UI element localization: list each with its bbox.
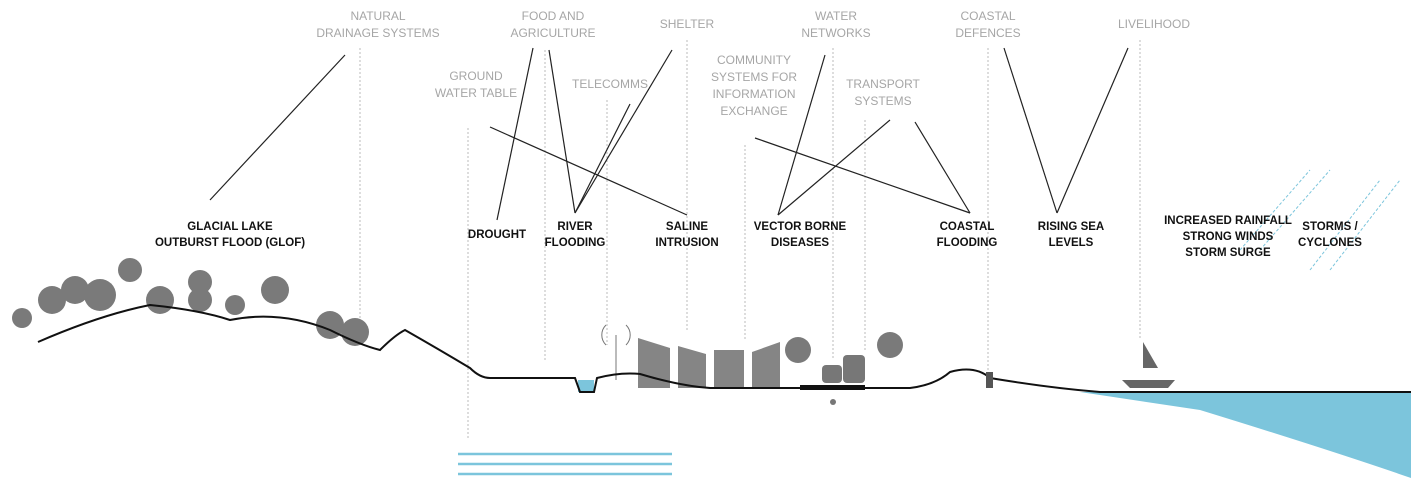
trees [12,258,903,363]
hazard-label: VECTOR BORNE DISEASES [754,221,847,249]
system-label: FOOD AND AGRICULTURE [510,9,595,40]
system-label: SHELTER [660,17,715,31]
system-label-line: DRAINAGE SYSTEMS [316,26,439,40]
dotted-guides [359,40,1141,440]
system-label: COASTAL DEFENCES [955,9,1020,40]
vehicles [800,355,865,405]
system-label-line: WATER [815,9,857,23]
system-label: TELECOMMS [572,77,648,91]
system-label: GROUND WATER TABLE [435,69,517,100]
hazard-label-line: GLACIAL LAKE [187,221,273,233]
hazard-label: INCREASED RAINFALL STRONG WINDS STORM SURG… [1164,215,1292,259]
hazard-label-line: RIVER [557,221,593,233]
hazard-label-line: OUTBURST FLOOD (GLOF) [155,237,305,249]
system-label-line: NATURAL [350,9,405,23]
system-label-line: AGRICULTURE [510,26,595,40]
hazard-label: SALINE INTRUSION [655,221,718,249]
hazard-label-line: STORMS / [1302,221,1358,233]
hazard-label: STORMS / CYCLONES [1298,221,1362,249]
system-label-line: TRANSPORT [846,77,920,91]
system-label-line: WATER TABLE [435,86,517,100]
system-label-line: NETWORKS [801,26,870,40]
system-label-line: DEFENCES [955,26,1020,40]
hazard-label-line: STRONG WINDS [1183,231,1274,243]
hazard-label-line: STORM SURGE [1185,247,1271,259]
hazard-label-line: COASTAL [940,221,995,233]
system-label: NATURAL DRAINAGE SYSTEMS [316,9,439,40]
buildings [638,338,780,388]
water [458,380,1411,478]
system-label: WATER NETWORKS [801,9,870,40]
system-label-line: COASTAL [960,9,1015,23]
hazard-label: GLACIAL LAKE OUTBURST FLOOD (GLOF) [155,221,305,249]
system-label: LIVELIHOOD [1118,17,1190,31]
hazard-label-line: INTRUSION [655,237,718,249]
hazard-label: DROUGHT [468,229,526,241]
terrain [37,303,1411,393]
hazard-label-line: CYCLONES [1298,237,1362,249]
system-label-line: FOOD AND [522,9,585,23]
telecom-mast [601,324,631,380]
hazard-label: COASTAL FLOODING [937,221,998,249]
system-label-line: INFORMATION [712,87,795,101]
hazard-label: RIVER FLOODING [545,221,606,249]
boat [1122,342,1175,388]
hazard-label-line: INCREASED RAINFALL [1164,215,1292,227]
hazard-label-line: RISING SEA [1038,221,1104,233]
hazard-label-line: DROUGHT [468,229,526,241]
system-label-line: GROUND [449,69,503,83]
hazard-label: RISING SEA LEVELS [1038,221,1104,249]
system-label-line: TELECOMMS [572,77,648,91]
sea-wall [986,372,993,388]
system-label-line: SYSTEMS FOR [711,70,797,84]
hazard-label-line: SALINE [666,221,709,233]
hazard-label-line: LEVELS [1049,237,1094,249]
system-label: TRANSPORT SYSTEMS [846,77,920,108]
system-label: COMMUNITY SYSTEMS FOR INFORMATION EXCHANGE [711,53,797,118]
system-label-line: EXCHANGE [720,104,787,118]
system-label-line: COMMUNITY [717,53,791,67]
hazard-label-line: VECTOR BORNE [754,221,847,233]
rain [1239,169,1401,271]
system-label-line: LIVELIHOOD [1118,17,1190,31]
hazard-label-line: FLOODING [545,237,606,249]
system-label-line: SYSTEMS [854,94,911,108]
hazard-label-line: DISEASES [771,237,829,249]
system-label-line: SHELTER [660,17,715,31]
connectors [209,47,1129,221]
hazard-label-line: FLOODING [937,237,998,249]
